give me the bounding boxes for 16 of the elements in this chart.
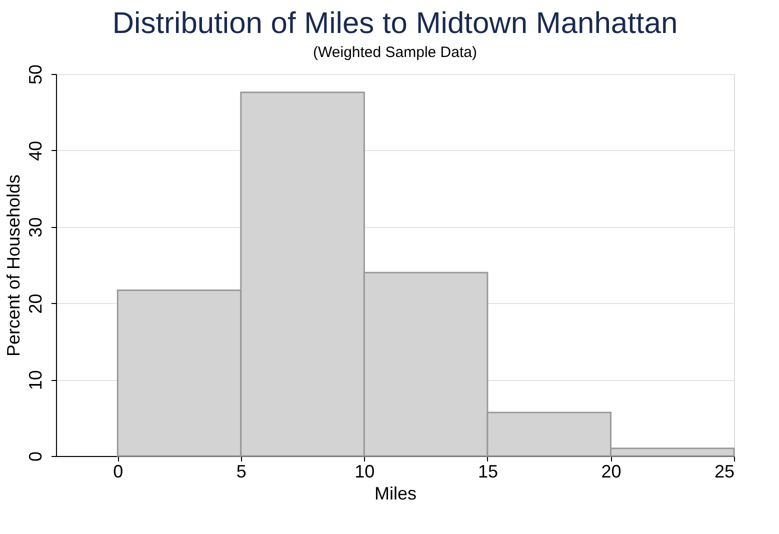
y-tick-label: 0 xyxy=(26,451,46,462)
chart-title: Distribution of Miles to Midtown Manhattan xyxy=(112,6,678,40)
x-axis-title: Miles xyxy=(374,484,417,504)
x-tick-label: 5 xyxy=(236,462,246,482)
chart-subtitle: (Weighted Sample Data) xyxy=(313,44,477,61)
y-tick-label: 20 xyxy=(26,294,46,314)
y-tick-label: 50 xyxy=(26,64,46,85)
y-tick-label: 40 xyxy=(26,140,46,161)
x-tick-label: 20 xyxy=(601,462,622,482)
x-tick-label: 25 xyxy=(714,462,734,482)
x-tick-label: 15 xyxy=(478,462,498,482)
x-tick-label: 0 xyxy=(113,462,124,482)
y-axis-title: Percent of Households xyxy=(4,174,24,357)
y-tick-label: 10 xyxy=(26,370,46,390)
y-tick-label: 30 xyxy=(26,217,46,238)
x-tick-label: 10 xyxy=(354,462,375,482)
